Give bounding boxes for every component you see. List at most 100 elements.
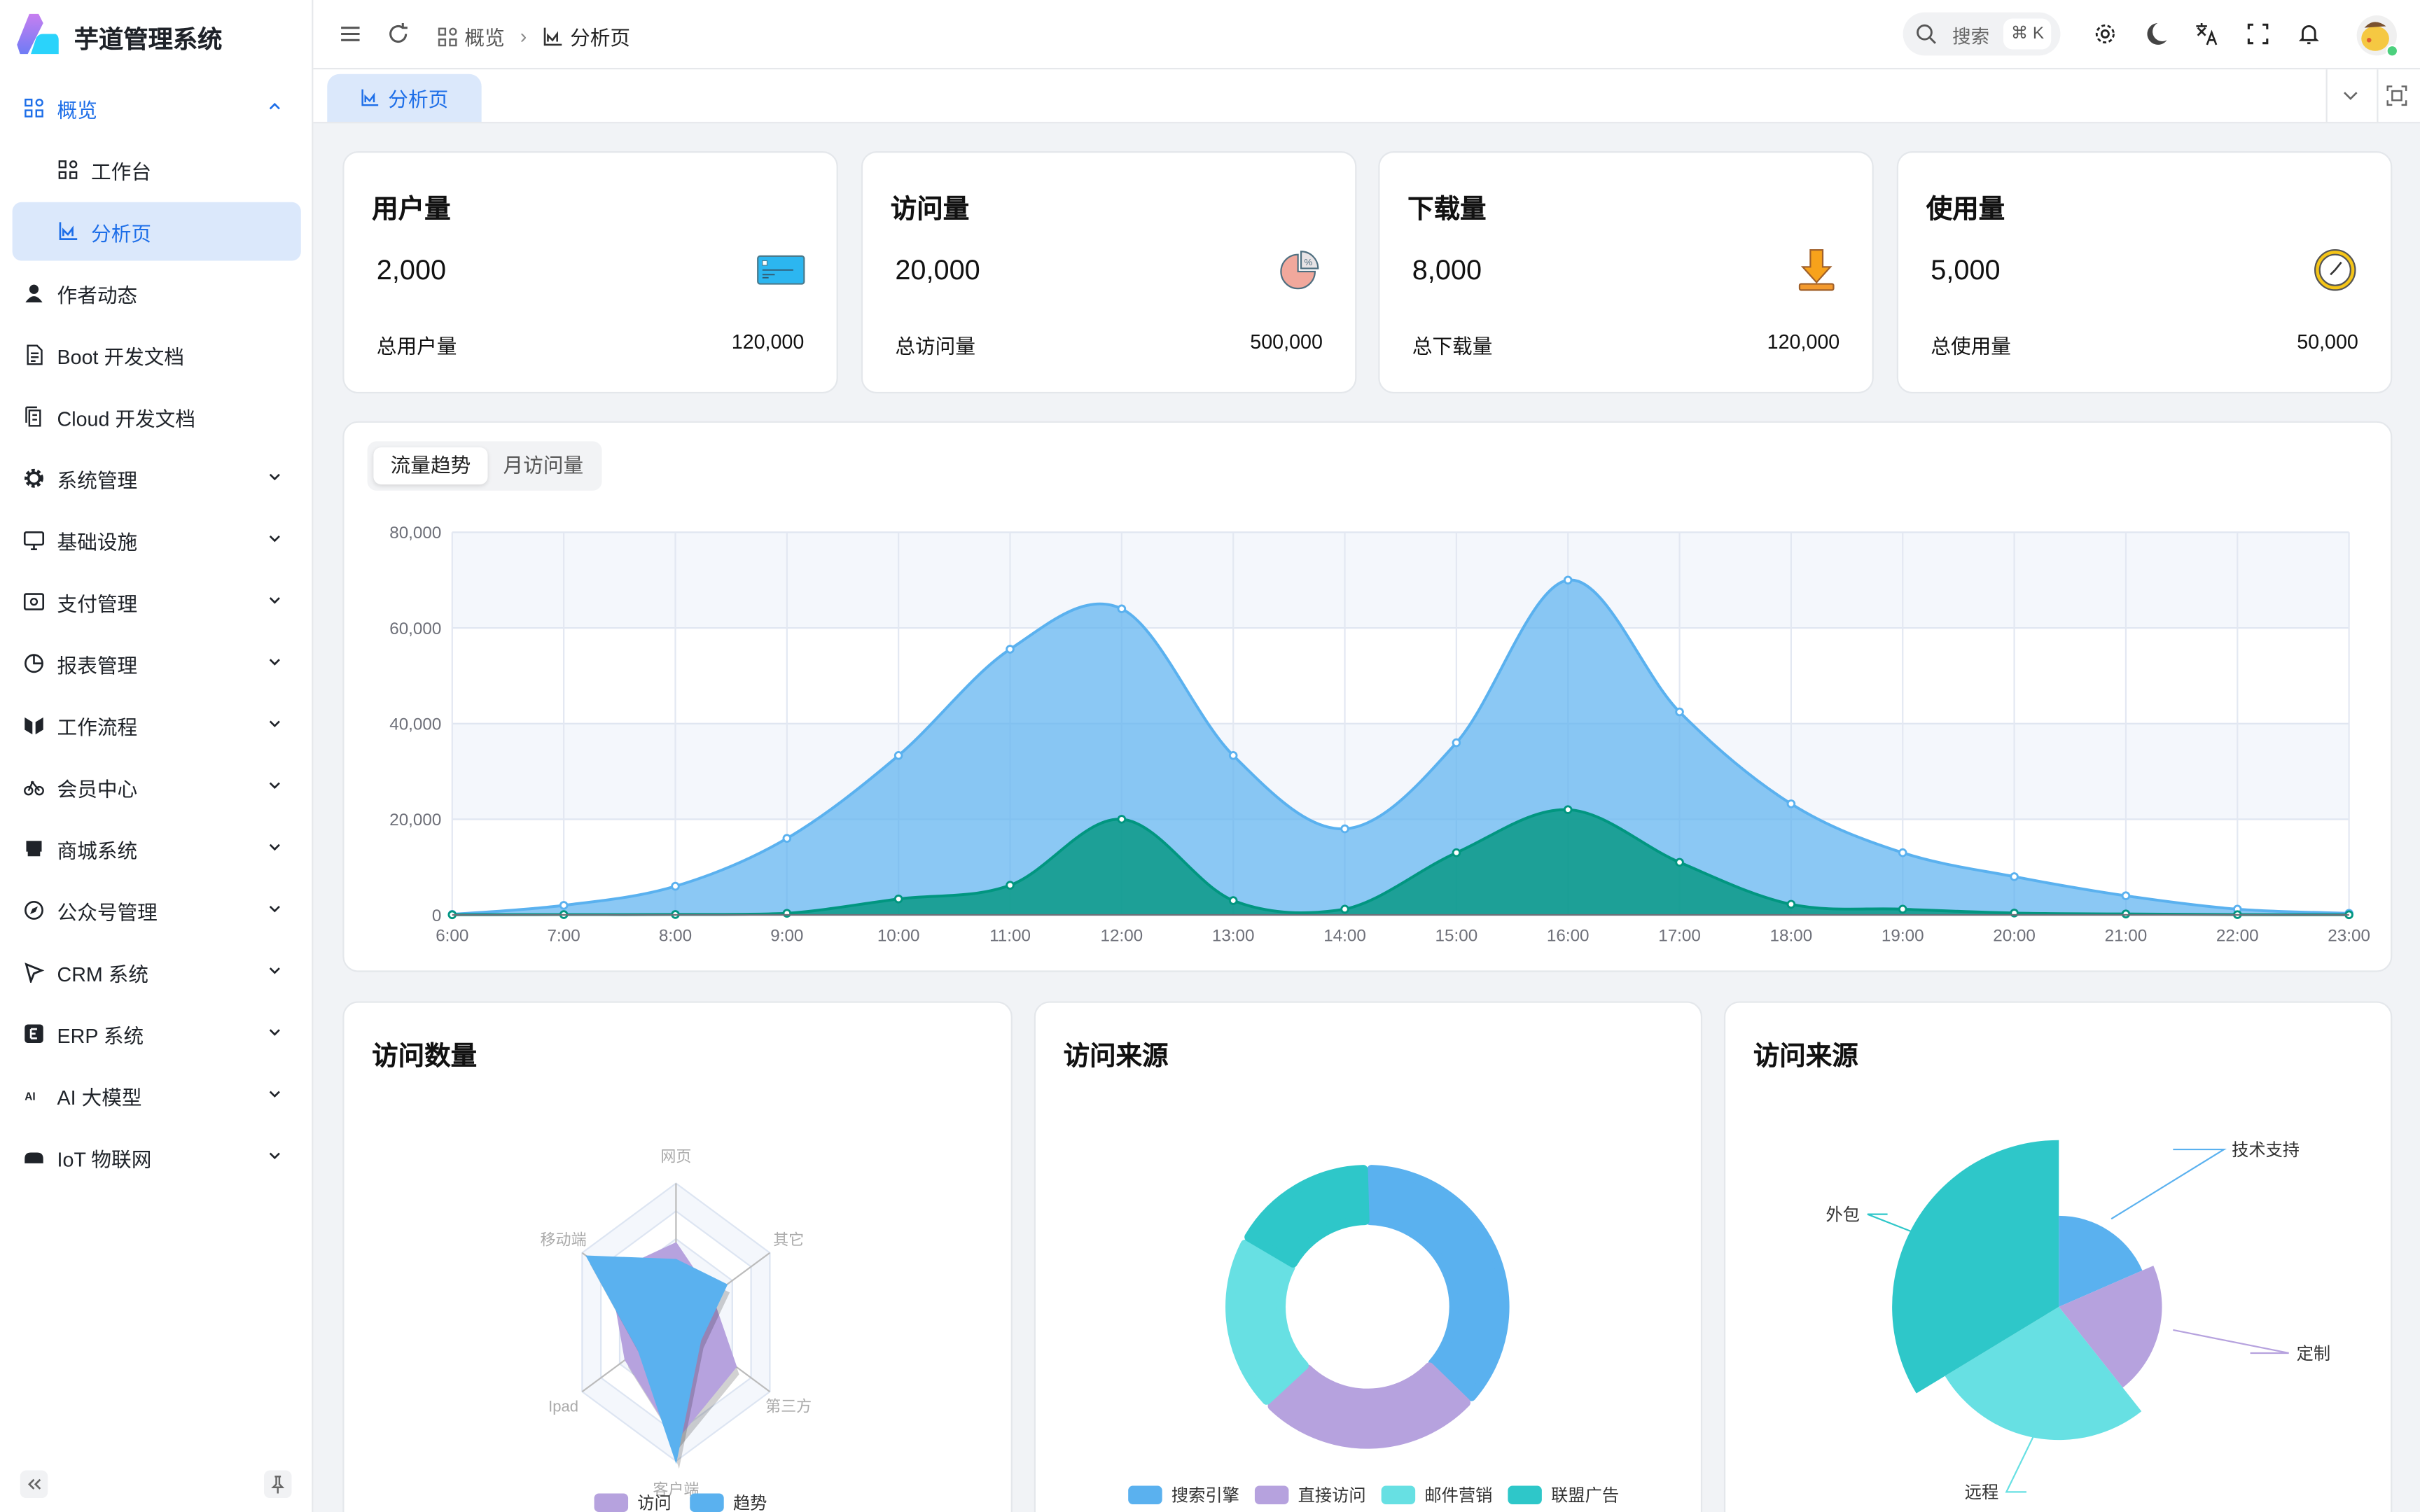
traffic-trend-chart: 0 20,000 40,000 60,000 80,000 6:00 7:00 8:00 9:0…	[389, 524, 2370, 945]
trend-tab-group: 流量趋势 月访问量	[367, 441, 602, 491]
sidebar-item-label: 支付管理	[57, 592, 138, 615]
collapse-sidebar-icon[interactable]	[20, 1470, 48, 1499]
tab-traffic-trend[interactable]: 流量趋势	[373, 447, 488, 485]
radar-indicator-label: Ipad	[548, 1398, 578, 1415]
menu-toggle-icon[interactable]	[338, 22, 363, 46]
sidebar-item[interactable]: AI AI 大模型	[13, 1066, 301, 1125]
series-area	[452, 809, 2349, 916]
legend-swatch[interactable]	[690, 1493, 724, 1512]
sidebar-item[interactable]: IoT 物联网	[13, 1128, 301, 1186]
chevron-down-icon[interactable]	[2342, 86, 2360, 104]
legend-label[interactable]: 搜索引擎	[1171, 1487, 1239, 1506]
legend-label[interactable]: 联盟广告	[1551, 1487, 1620, 1506]
x-tick-label: 6:00	[436, 926, 468, 945]
sidebar-item[interactable]: 概览	[13, 78, 301, 137]
x-tick-label: 12:00	[1101, 926, 1143, 945]
sidebar-item[interactable]: 会员中心	[13, 757, 301, 816]
breadcrumb-item-current: 分析页	[570, 26, 631, 50]
legend: 访问 趋势	[594, 1490, 767, 1512]
sidebar-item[interactable]: 报表管理	[13, 634, 301, 693]
x-tick-label: 16:00	[1547, 926, 1590, 945]
sidebar-item[interactable]: 作者动态	[13, 264, 301, 323]
fullscreen-icon[interactable]	[2246, 22, 2270, 46]
translate-icon[interactable]	[2195, 22, 2219, 46]
legend-swatch[interactable]	[1508, 1485, 1542, 1504]
tab-analytics[interactable]: 分析页	[327, 74, 482, 122]
sidebar-item[interactable]: 基础设施	[13, 511, 301, 570]
chevron-down-icon	[269, 782, 280, 790]
radar-indicator-label: 网页	[660, 1148, 691, 1166]
data-point	[559, 901, 569, 910]
crm-icon	[25, 962, 45, 983]
sidebar-item-label: 会员中心	[57, 776, 138, 800]
chevron-down-icon	[269, 473, 280, 481]
pin-icon[interactable]	[263, 1470, 292, 1499]
search-icon	[1917, 24, 1936, 44]
radar-indicator-label: 其它	[773, 1231, 804, 1249]
legend-label[interactable]: 趋势	[732, 1494, 767, 1512]
stat-total-label: 总下载量	[1412, 335, 1493, 358]
tab-monthly-visits[interactable]: 月访问量	[503, 453, 584, 477]
legend-swatch[interactable]	[1128, 1485, 1162, 1504]
legend-label[interactable]: 直接访问	[1298, 1487, 1366, 1506]
legend-swatch[interactable]	[1381, 1485, 1416, 1504]
stat-total-value: 50,000	[2297, 330, 2358, 354]
x-tick-label: 17:00	[1658, 926, 1701, 945]
data-point	[1563, 575, 1573, 585]
sidebar-item-label: IoT 物联网	[57, 1147, 152, 1170]
x-tick-label: 14:00	[1323, 926, 1366, 945]
sidebar-item[interactable]: Cloud 开发文档	[13, 387, 301, 446]
sidebar-item[interactable]: 公众号管理	[13, 881, 301, 940]
gear-icon[interactable]	[2093, 22, 2118, 46]
clock-icon	[2314, 248, 2356, 291]
avatar[interactable]	[2355, 14, 2399, 57]
shop-icon	[26, 841, 42, 857]
sidebar-item[interactable]: CRM 系统	[13, 943, 301, 1002]
data-point	[1563, 805, 1573, 814]
chevron-down-icon	[269, 1152, 280, 1160]
sidebar-item[interactable]: 工作流程	[13, 696, 301, 755]
sidebar-item[interactable]: 支付管理	[13, 573, 301, 631]
breadcrumb-item[interactable]: 概览	[464, 26, 505, 50]
divider	[2377, 69, 2379, 122]
sidebar-item[interactable]: 分析页	[12, 202, 301, 261]
label-leader-line	[2173, 1329, 2289, 1354]
sidebar-item[interactable]: Boot 开发文档	[13, 326, 301, 384]
sidebar-item-label: 概览	[57, 97, 97, 122]
stat-card: 用户量 2,000 总用户量 120,000	[342, 150, 838, 394]
legend: 搜索引擎 直接访问 邮件营销 联盟广告	[1128, 1483, 1619, 1507]
moon-icon[interactable]	[2143, 22, 2168, 46]
chevron-down-icon	[269, 1029, 280, 1036]
documents-icon	[25, 406, 41, 427]
card-title: 访问来源	[1753, 1041, 1858, 1071]
pie-percent-icon: %	[1280, 251, 1319, 290]
sidebar-item-label: 系统管理	[57, 468, 138, 491]
legend-swatch[interactable]	[594, 1493, 629, 1512]
sidebar-item-label: Boot 开发文档	[57, 344, 185, 368]
bell-icon[interactable]	[2297, 22, 2321, 46]
sidebar-item[interactable]: 系统管理	[13, 449, 301, 507]
data-point	[893, 894, 903, 904]
search-button[interactable]: 搜索 ⌘ K	[1903, 12, 2061, 56]
data-point	[1006, 881, 1015, 890]
legend-label[interactable]: 访问	[637, 1494, 672, 1512]
legend-swatch[interactable]	[1254, 1485, 1289, 1504]
donut-slice	[1225, 1239, 1309, 1405]
sidebar-item-label: 商城系统	[57, 838, 138, 862]
refresh-icon[interactable]	[386, 22, 410, 46]
x-tick-label: 13:00	[1212, 926, 1255, 945]
x-tick-label: 8:00	[659, 926, 692, 945]
maximize-content-icon[interactable]	[2386, 85, 2408, 106]
stat-value: 20,000	[895, 254, 980, 286]
monitor-icon	[23, 531, 45, 550]
radar-series-area	[585, 1255, 728, 1464]
stat-value: 8,000	[1412, 254, 1482, 286]
sidebar-item[interactable]: 商城系统	[13, 819, 301, 878]
sidebar-item[interactable]: ERP 系统	[13, 1004, 301, 1063]
sidebar-item-label: Cloud 开发文档	[57, 406, 196, 430]
y-tick-label: 0	[432, 906, 441, 925]
legend-label[interactable]: 邮件营销	[1424, 1487, 1493, 1506]
workflow-icon	[25, 717, 43, 735]
sidebar-item[interactable]: 工作台	[13, 141, 301, 200]
